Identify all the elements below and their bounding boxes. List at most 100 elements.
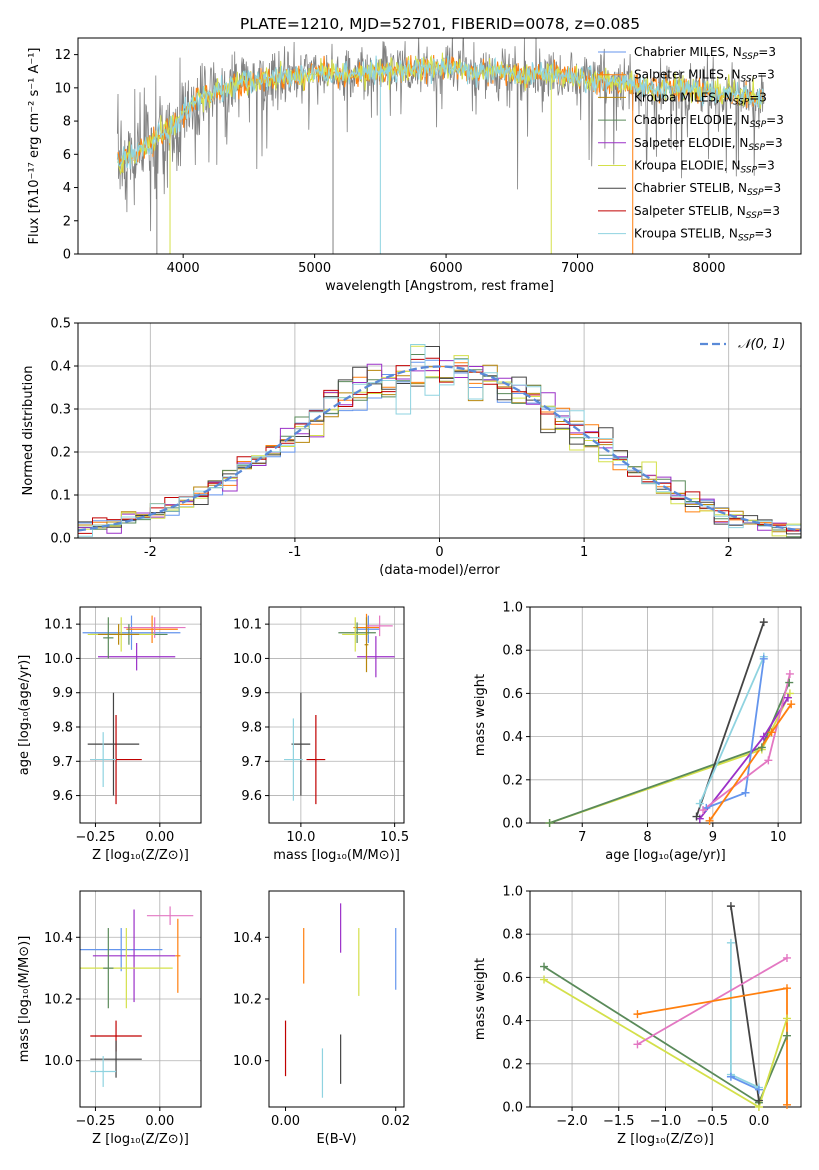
axes-frame [77, 37, 802, 255]
legend-label-text: =3 [765, 136, 783, 150]
y-tick-label: 0.8 [502, 928, 523, 943]
y-axis-label: Normed distribution [21, 366, 36, 496]
error-bar-point [342, 617, 369, 652]
x-tick-label: -1 [288, 545, 301, 560]
y-axis-label: mass weight [473, 958, 488, 1040]
error-bar-point [284, 718, 303, 801]
plot-area [116, 38, 765, 254]
x-tick-label: 0.00 [145, 1114, 174, 1129]
x-tick-label: 7 [578, 830, 586, 845]
error-bar-point [87, 692, 140, 796]
legend-label-text: =3 [757, 159, 775, 173]
plot-area [82, 615, 186, 805]
panel-weight_vs_age: 7 8 9 10 0.0 0.2 0.4 0.6 0.8 1.0 age [log₁₀(age/yr… [473, 601, 802, 863]
y-tick-label: 9.8 [52, 721, 73, 736]
x-axis-label: Z [log₁₀(Z/Z⊙)] [92, 848, 189, 863]
y-tick-label: 10.0 [233, 1054, 262, 1069]
x-tick-label: 0.02 [381, 1114, 410, 1129]
x-tick-label: −1.5 [603, 1114, 635, 1129]
weight-marker [726, 938, 735, 947]
y-tick-label: 8 [63, 115, 71, 130]
weight-marker [759, 732, 768, 741]
legend-label-text: Kroupa ELODIE, N [634, 159, 741, 173]
y-tick-label: 0.5 [50, 317, 71, 332]
axes-frame [268, 890, 405, 1108]
legend-label-text: =3 [749, 90, 767, 104]
weight-marker [782, 1031, 791, 1040]
weight-marker [782, 1100, 791, 1109]
y-tick-label: 0.0 [502, 817, 523, 832]
legend-label-text: Kroupa STELIB, N [634, 227, 738, 241]
error-bar-point [338, 622, 376, 643]
plot-area [78, 344, 801, 538]
y-axis-label: mass weight [473, 674, 488, 756]
x-tick-label: −1.0 [650, 1114, 682, 1129]
legend-label: Chabrier STELIB, NSSP=3 [634, 181, 781, 198]
error-bar-point [80, 928, 173, 1009]
histogram-legend: 𝒩(0, 1) [700, 337, 785, 352]
y-tick-label: 10.1 [233, 618, 262, 633]
y-tick-label: 10.0 [44, 652, 73, 667]
weight-line [730, 1075, 760, 1091]
legend-label-text: Kroupa MILES, N [634, 90, 733, 104]
weight-marker [741, 788, 750, 797]
legend-label-text: Chabrier STELIB, N [634, 181, 747, 195]
weight-marker [757, 743, 766, 752]
y-tick-label: 10 [54, 81, 71, 96]
error-bar-point [126, 615, 178, 643]
y-tick-label: 0.2 [502, 773, 523, 788]
error-bar-point [80, 928, 163, 972]
plot-area [549, 621, 792, 823]
x-axis-label: E(B-V) [316, 1132, 356, 1147]
weight-marker [759, 654, 768, 663]
weight-line [698, 656, 765, 804]
legend-label-text: =3 [757, 68, 775, 82]
legend-label: Kroupa STELIB, NSSP=3 [634, 227, 772, 244]
x-axis-label: (data-model)/error [379, 563, 500, 578]
plot-area [284, 903, 397, 1098]
legend-label-text: =3 [754, 227, 772, 241]
axes-frame [79, 606, 202, 824]
y-axis-label: age [log₁₀(age/yr)] [17, 655, 32, 776]
y-tick-label: 0.2 [50, 446, 71, 461]
weight-marker [783, 693, 792, 702]
y-tick-label: 4 [63, 181, 71, 196]
legend-label: Kroupa ELODIE, NSSP=3 [634, 159, 775, 176]
legend-label-subscript: SSP [750, 120, 767, 130]
y-tick-label: 9.9 [241, 686, 262, 701]
x-tick-label: 10.5 [380, 830, 409, 845]
legend-label-text: Chabrier ELODIE, N [634, 113, 750, 127]
panel-residual_histogram: -2 -1 0 1 2 0.0 0.1 0.2 0.3 0.4 0.5 (data-model)/er… [21, 317, 802, 578]
weight-marker [726, 1072, 735, 1081]
panel-mass_vs_ebv: 0.00 0.02 10.0 10.2 10.4 E(B-V) [233, 890, 410, 1147]
y-tick-label: 0.4 [50, 360, 71, 375]
error-bar-point [82, 615, 181, 650]
x-tick-label: 7000 [561, 261, 594, 276]
y-tick-label: 1.0 [502, 601, 523, 616]
y-tick-label: 0.3 [50, 403, 71, 418]
weight-marker [633, 1040, 642, 1049]
axes-frame [529, 606, 802, 824]
plot-area [80, 906, 194, 1087]
weight-marker [785, 689, 794, 698]
y-tick-label: 10.4 [44, 931, 73, 946]
weight-marker [540, 962, 549, 971]
y-tick-label: 6 [63, 148, 71, 163]
x-tick-label: 10 [770, 830, 787, 845]
legend-label-subscript: SSP [746, 211, 763, 221]
error-bar-point [357, 615, 380, 643]
legend-label-subscript: SSP [748, 143, 765, 153]
y-tick-label: 12 [54, 48, 71, 63]
y-tick-label: 0 [63, 248, 71, 263]
x-tick-label: −0.25 [76, 1114, 116, 1129]
y-tick-label: 0.6 [502, 687, 523, 702]
error-bar-point [90, 1056, 117, 1087]
weight-marker [699, 806, 708, 815]
weight-marker [787, 700, 796, 709]
legend-label: Salpeter STELIB, NSSP=3 [634, 204, 780, 221]
spectrum-data-line [117, 38, 765, 232]
legend-label-subscript: SSP [747, 188, 764, 198]
weight-marker [540, 975, 549, 984]
weight-marker [782, 953, 791, 962]
